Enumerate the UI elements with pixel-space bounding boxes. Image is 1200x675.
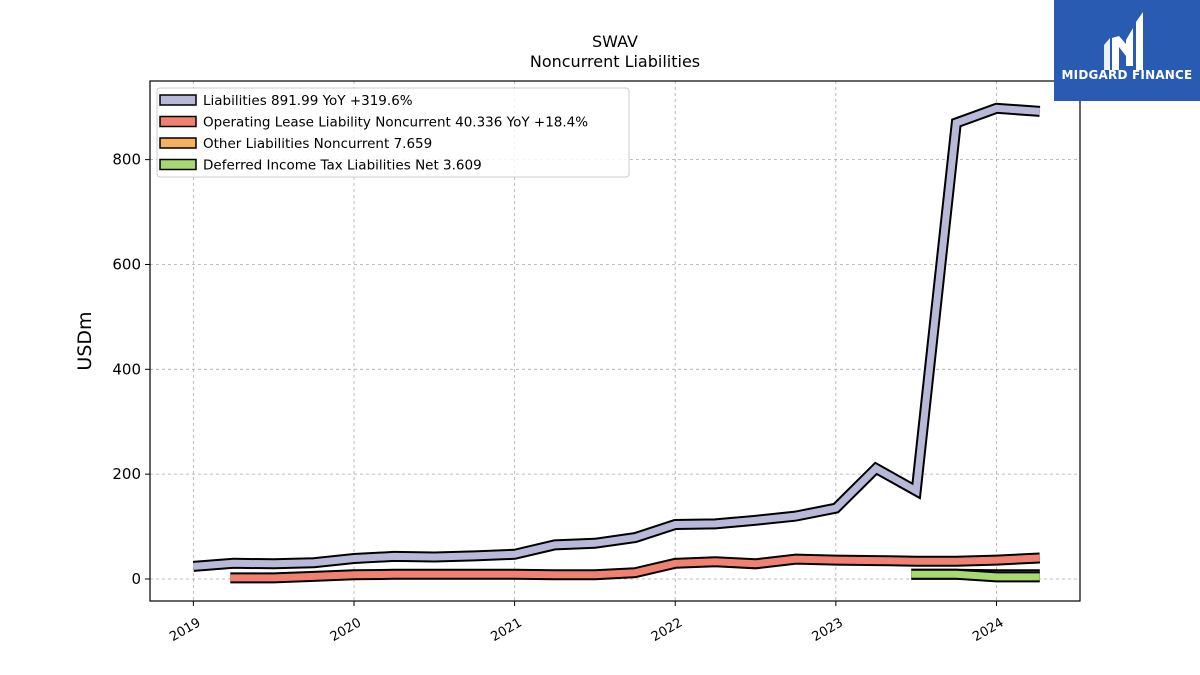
legend-entry-0: Liabilities 891.99 YoY +319.6% bbox=[203, 93, 413, 109]
brand-logo-text: MIDGARD FINANCE bbox=[1061, 68, 1193, 82]
series-line-3 bbox=[911, 570, 1040, 581]
y-axis-label: USDm bbox=[74, 311, 96, 370]
x-tick-label: 2020 bbox=[328, 615, 364, 645]
legend-swatch-3 bbox=[159, 158, 197, 171]
legend-entry-3: Deferred Income Tax Liabilities Net 3.60… bbox=[203, 158, 482, 174]
midgard-logo-icon bbox=[1104, 12, 1143, 70]
legend-box bbox=[156, 87, 630, 178]
legend-swatch-1 bbox=[159, 115, 197, 128]
y-tick-label: 200 bbox=[112, 465, 141, 483]
y-tick-label: 0 bbox=[131, 570, 141, 588]
x-tick-label: 2021 bbox=[488, 615, 524, 645]
legend-swatch-2 bbox=[159, 137, 197, 149]
brand-logo: MIDGARD FINANCE bbox=[1054, 0, 1200, 101]
legend-swatch-0 bbox=[159, 94, 197, 106]
series-line-0 bbox=[193, 104, 1041, 570]
y-tick-label: 800 bbox=[112, 151, 141, 169]
plot-frame bbox=[149, 80, 1081, 602]
chart-title: SWAV bbox=[592, 32, 638, 51]
y-tick-label: 600 bbox=[112, 255, 141, 273]
legend-entry-2: Other Liabilities Noncurrent 7.659 bbox=[203, 136, 432, 152]
x-tick-label: 2019 bbox=[167, 615, 203, 645]
x-tick-label: 2024 bbox=[970, 615, 1006, 645]
legend-entry-1: Operating Lease Liability Noncurrent 40.… bbox=[203, 115, 588, 131]
series-line-1 bbox=[230, 554, 1040, 582]
y-tick-label: 400 bbox=[112, 360, 141, 378]
x-tick-label: 2022 bbox=[649, 615, 685, 645]
x-tick-label: 2023 bbox=[810, 615, 846, 645]
chart-subtitle: Noncurrent Liabilities bbox=[529, 52, 701, 71]
